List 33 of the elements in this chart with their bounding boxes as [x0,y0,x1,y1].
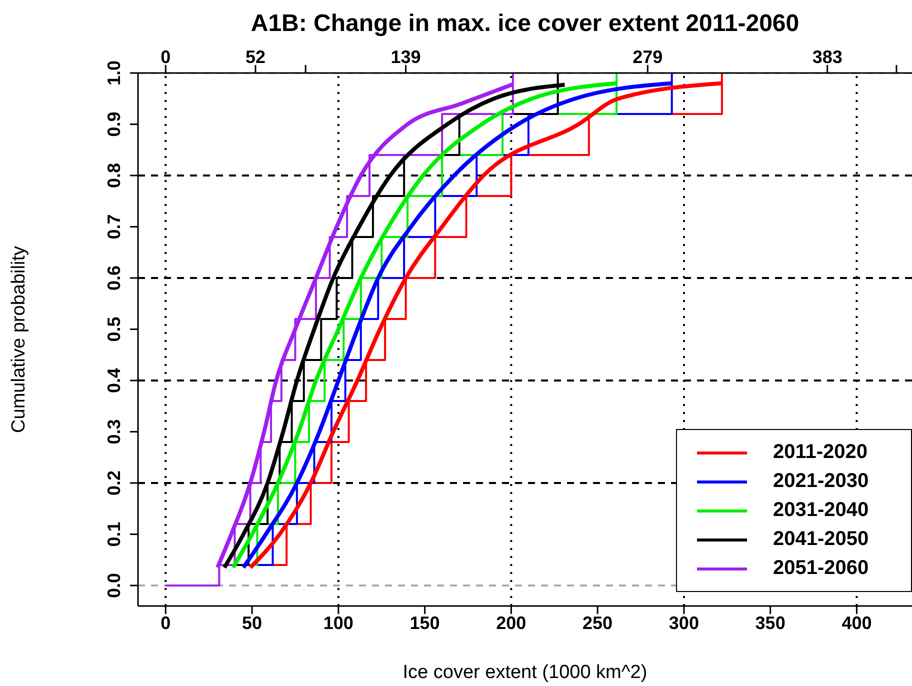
y-tick-label: 0.3 [104,419,124,444]
x2-tick-label: 52 [245,47,266,67]
x-tick-label: 350 [755,612,786,633]
x-axis-title: Ice cover extent (1000 km^2) [402,662,648,683]
y-tick-label: 0.4 [104,368,124,394]
legend-label: 2031-2040 [773,499,869,522]
x2-tick-label: 0 [160,47,171,67]
legend-label: 2051-2060 [773,557,869,580]
legend-label: 2041-2050 [773,528,869,551]
x-tick-label: 300 [668,612,699,633]
x2-tick-label: 139 [390,47,421,67]
y-tick-label: 0.7 [104,214,124,240]
legend-label: 2011-2020 [773,441,868,464]
x-tick-label: 200 [496,612,526,633]
x-tick-label: 400 [842,612,872,633]
y-tick-label: 0.0 [104,572,124,598]
legend-label: 2021-2030 [773,470,869,493]
x-tick-label: 50 [242,612,262,633]
y-tick-label: 1.0 [104,60,124,86]
y-tick-label: 0.8 [104,162,124,188]
y-tick-label: 0.5 [104,316,124,342]
x2-tick-label: 383 [812,47,842,67]
chart-title: A1B: Change in max. ice cover extent 2011-2060 [250,10,800,38]
y-tick-label: 0.6 [104,265,124,291]
x2-tick-label: 279 [632,47,663,67]
x-tick-label: 0 [160,612,171,633]
x-tick-label: 250 [582,612,613,633]
y-tick-label: 0.1 [104,522,124,547]
y-axis-title: Cumulative probability [8,246,30,433]
x-tick-label: 100 [323,612,354,633]
x-tick-label: 150 [410,612,440,633]
y-tick-label: 0.2 [104,470,124,496]
y-tick-label: 0.9 [104,112,124,137]
